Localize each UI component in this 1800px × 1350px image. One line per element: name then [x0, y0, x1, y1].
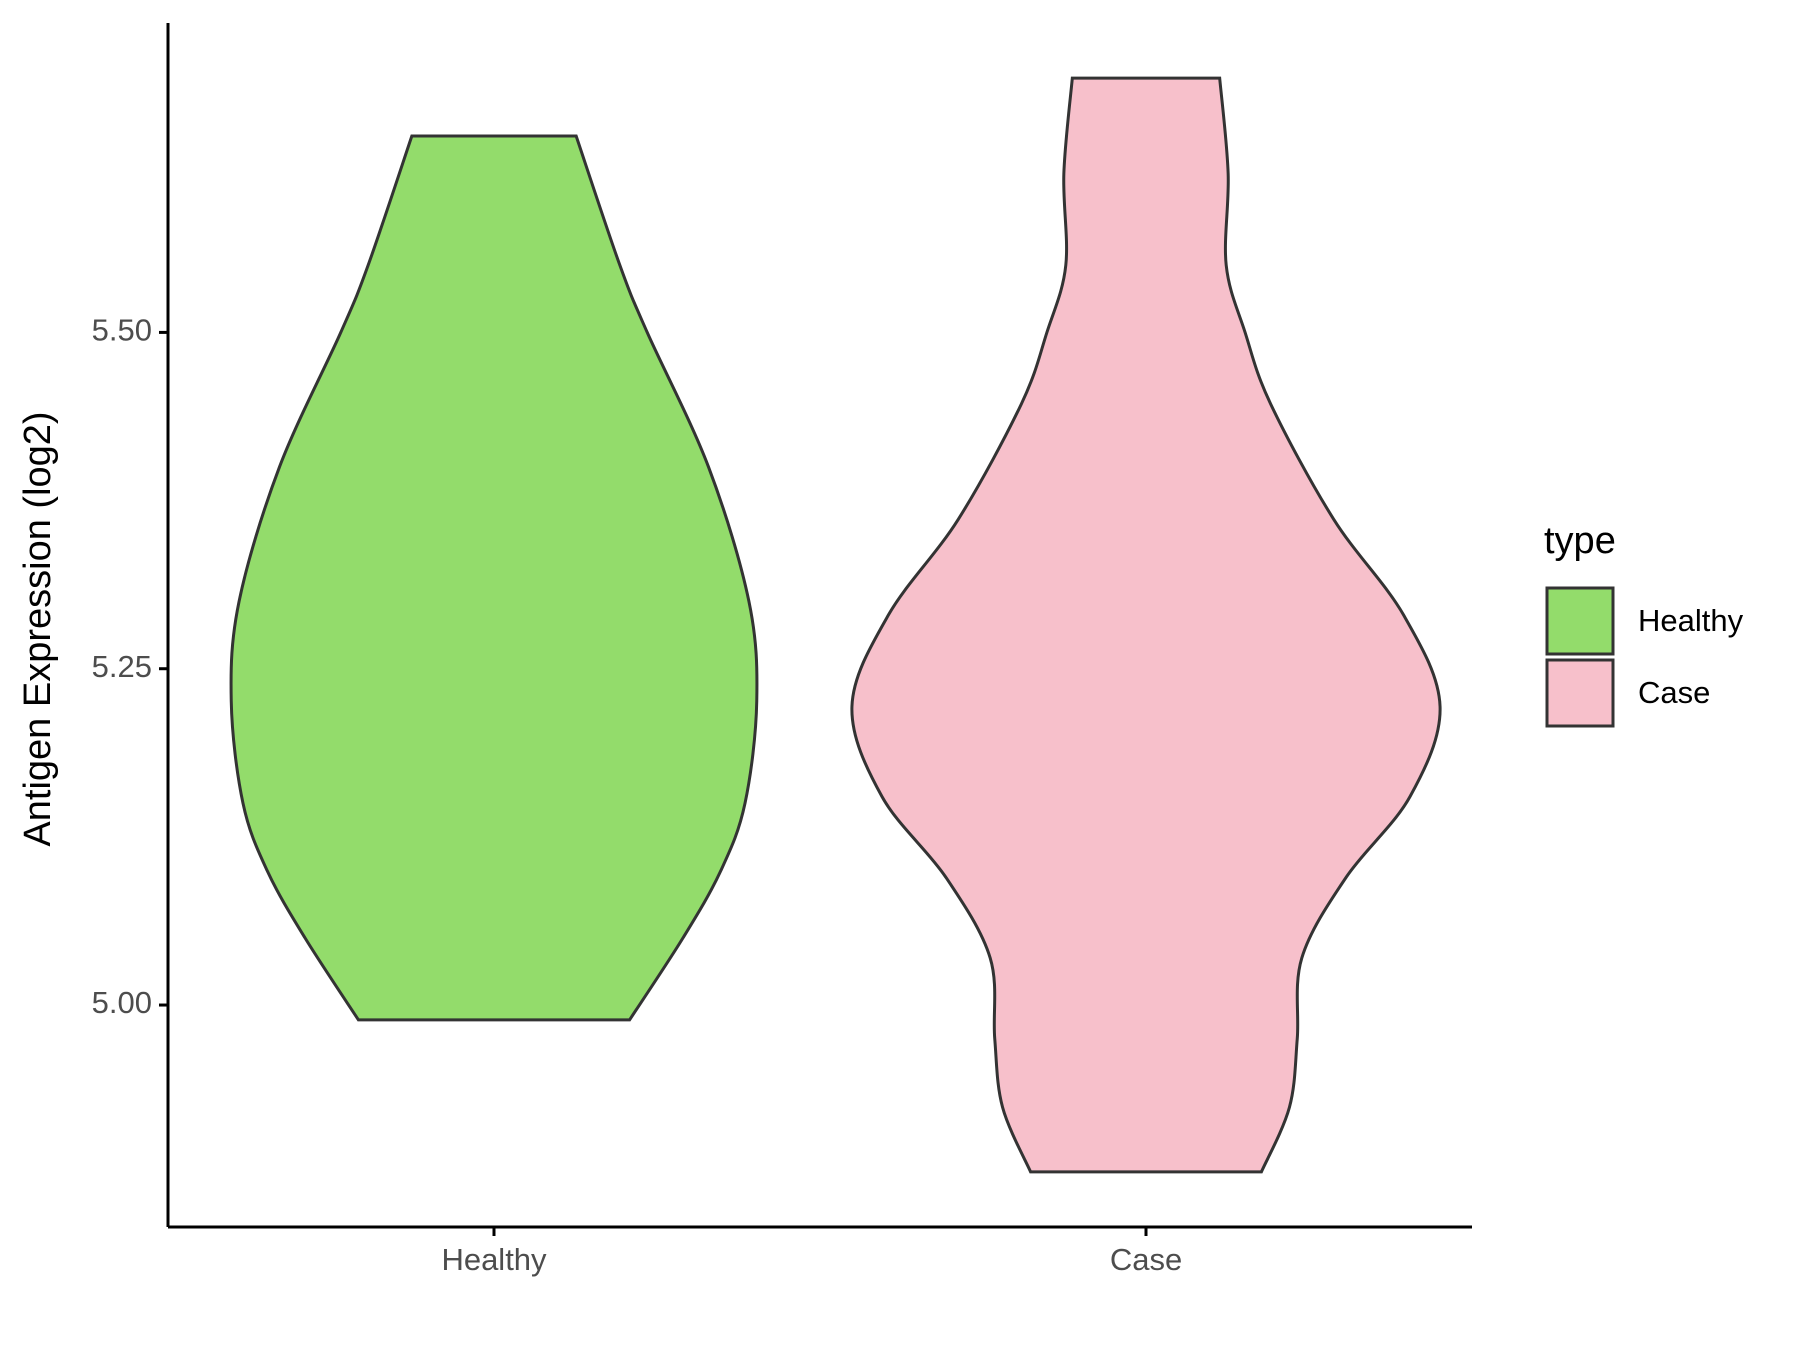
legend-title: type — [1544, 520, 1616, 562]
violin — [850, 76, 1442, 1174]
x-tick-label: Case — [1110, 1242, 1182, 1277]
y-tick-label: 5.50 — [92, 313, 152, 348]
violin — [229, 134, 759, 1022]
legend-key — [1545, 586, 1615, 656]
y-tick-label: 5.00 — [92, 985, 152, 1020]
legend-key — [1545, 658, 1615, 728]
x-tick-label: Healthy — [441, 1242, 547, 1277]
legend-label: Healthy — [1638, 603, 1744, 638]
y-tick-label: 5.25 — [92, 649, 152, 684]
legend-label: Case — [1638, 675, 1710, 710]
y-axis-label: Antigen Expression (log2) — [17, 411, 59, 846]
